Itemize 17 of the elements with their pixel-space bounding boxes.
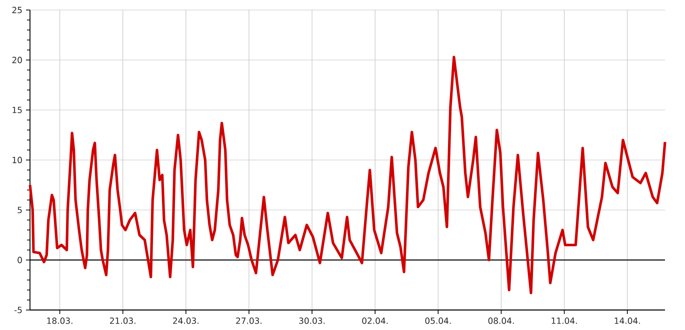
- x-tick-label: 08.04.: [488, 318, 514, 324]
- x-tick-label: 05.04.: [425, 318, 451, 324]
- x-tick-label: 21.03.: [110, 318, 136, 324]
- y-tick-label: 0: [18, 256, 22, 264]
- y-tick-label: 25: [12, 6, 22, 14]
- y-tick-label: -5: [14, 306, 22, 314]
- y-tick-label: 20: [12, 56, 22, 64]
- y-tick-label: 5: [18, 206, 22, 214]
- x-tick-label: 27.03.: [236, 318, 262, 324]
- x-tick-label: 24.03.: [173, 318, 198, 324]
- x-tick-label: 02.04.: [362, 318, 388, 324]
- x-tick-label: 30.03.: [299, 318, 325, 324]
- x-tick-label: 14.04.: [614, 318, 640, 324]
- x-tick-label: 18.03.: [47, 318, 72, 324]
- x-tick-label: 11.04.: [552, 318, 577, 324]
- y-tick-label: 15: [12, 106, 22, 114]
- y-tick-label: 10: [12, 156, 22, 164]
